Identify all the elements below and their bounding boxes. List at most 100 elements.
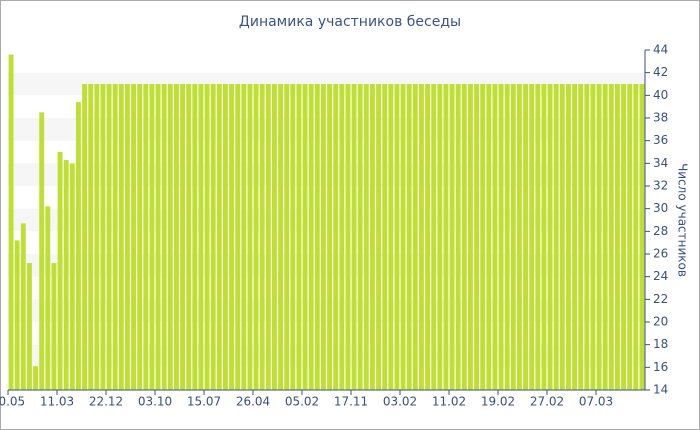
bar bbox=[204, 84, 210, 390]
bar bbox=[112, 84, 118, 390]
y-tick-label: 24 bbox=[653, 269, 668, 283]
bar bbox=[461, 84, 467, 390]
bar bbox=[63, 159, 69, 390]
x-tick-label: 03.10 bbox=[138, 395, 172, 409]
bar bbox=[259, 84, 265, 390]
x-tick-label: 15.07 bbox=[187, 395, 221, 409]
bar bbox=[26, 263, 32, 390]
bar bbox=[596, 84, 602, 390]
bar bbox=[198, 84, 204, 390]
bar bbox=[94, 84, 100, 390]
bar bbox=[314, 84, 320, 390]
bar bbox=[633, 84, 639, 390]
grid-band bbox=[8, 163, 645, 186]
bar bbox=[608, 84, 614, 390]
y-tick-label: 32 bbox=[653, 179, 668, 193]
bar bbox=[406, 84, 412, 390]
bar bbox=[131, 84, 137, 390]
bar bbox=[167, 84, 173, 390]
bar bbox=[480, 84, 486, 390]
grid-band bbox=[8, 208, 645, 232]
bar bbox=[333, 84, 339, 390]
bar bbox=[431, 84, 437, 390]
bar bbox=[192, 84, 198, 390]
bar bbox=[614, 84, 620, 390]
bar bbox=[106, 84, 112, 390]
y-tick-label: 22 bbox=[653, 292, 668, 306]
bar bbox=[443, 84, 449, 390]
bar bbox=[578, 84, 584, 390]
bar bbox=[394, 84, 400, 390]
bar bbox=[82, 84, 88, 390]
bar bbox=[296, 84, 302, 390]
x-tick-label: 11.03 bbox=[40, 395, 74, 409]
bar bbox=[357, 84, 363, 390]
bar bbox=[186, 84, 192, 390]
bar bbox=[553, 84, 559, 390]
bar bbox=[602, 84, 608, 390]
bar bbox=[271, 84, 277, 390]
y-tick-label: 20 bbox=[653, 315, 668, 329]
bar bbox=[639, 84, 645, 390]
y-tick-label: 14 bbox=[653, 383, 668, 397]
x-tick-label: 03.02 bbox=[383, 395, 417, 409]
bar bbox=[474, 84, 480, 390]
bar bbox=[14, 240, 20, 390]
bar bbox=[137, 84, 143, 390]
bar bbox=[253, 84, 259, 390]
bar bbox=[265, 84, 271, 390]
x-tick-label: 19.02 bbox=[481, 395, 515, 409]
y-tick-label: 28 bbox=[653, 224, 668, 238]
x-tick-label: 05.02 bbox=[285, 395, 319, 409]
y-tick-label: 30 bbox=[653, 201, 668, 215]
bar bbox=[467, 84, 473, 390]
grid-band bbox=[8, 344, 645, 368]
bar bbox=[449, 84, 455, 390]
bar bbox=[320, 84, 326, 390]
bar bbox=[327, 84, 333, 390]
bar bbox=[118, 84, 124, 390]
bar bbox=[369, 84, 375, 390]
bar bbox=[621, 84, 627, 390]
bar bbox=[88, 84, 94, 390]
bar bbox=[363, 84, 369, 390]
bar bbox=[504, 84, 510, 390]
bar bbox=[222, 84, 228, 390]
x-tick-label: 11.02 bbox=[432, 395, 466, 409]
bar bbox=[210, 84, 216, 390]
bar bbox=[437, 84, 443, 390]
grid-band bbox=[8, 118, 645, 141]
bar bbox=[180, 84, 186, 390]
bar bbox=[400, 84, 406, 390]
bar bbox=[75, 102, 81, 390]
bar bbox=[498, 84, 504, 390]
x-tick-label: 26.04 bbox=[236, 395, 270, 409]
bar bbox=[290, 84, 296, 390]
bar bbox=[516, 84, 522, 390]
bar bbox=[547, 84, 553, 390]
bar bbox=[155, 84, 161, 390]
x-tick-label: 17.11 bbox=[334, 395, 368, 409]
bar bbox=[8, 54, 14, 391]
bar bbox=[590, 84, 596, 390]
x-tick-label: 27.02 bbox=[530, 395, 564, 409]
y-tick-label: 44 bbox=[653, 43, 668, 57]
bar bbox=[486, 84, 492, 390]
bar bbox=[229, 84, 235, 390]
y-axis-label: Число участников bbox=[676, 163, 690, 277]
bar bbox=[100, 84, 106, 390]
bar bbox=[45, 206, 51, 390]
grid-band bbox=[8, 254, 645, 277]
bar bbox=[412, 84, 418, 390]
bar bbox=[278, 84, 284, 390]
bar bbox=[284, 84, 290, 390]
y-tick-label: 42 bbox=[653, 65, 668, 79]
bar bbox=[541, 84, 547, 390]
bar bbox=[455, 84, 461, 390]
y-tick-label: 18 bbox=[653, 337, 668, 351]
bar bbox=[143, 84, 149, 390]
bar bbox=[510, 84, 516, 390]
bar bbox=[376, 84, 382, 390]
y-tick-label: 34 bbox=[653, 156, 668, 170]
bar bbox=[149, 84, 155, 390]
